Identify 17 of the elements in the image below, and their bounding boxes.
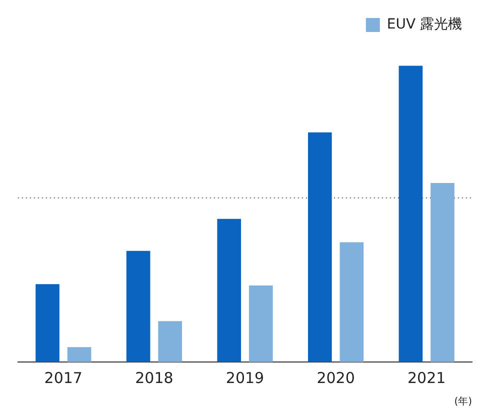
- x-axis-title: (年): [454, 396, 472, 408]
- bar: [67, 347, 92, 362]
- bar: [398, 66, 423, 362]
- bar: [430, 183, 454, 362]
- x-tick-label: 2018: [135, 368, 174, 387]
- legend-label: EUV 露光機: [386, 16, 462, 33]
- x-tick-label: 2017: [44, 368, 82, 387]
- bar: [340, 242, 364, 362]
- bar: [126, 250, 150, 362]
- bar: [158, 321, 182, 362]
- bar: [308, 132, 332, 362]
- bar: [36, 284, 60, 362]
- x-tick-label: 2019: [226, 368, 264, 387]
- x-tick-label: 2021: [408, 368, 446, 387]
- bar: [217, 218, 242, 362]
- x-tick-label: 2020: [316, 368, 355, 387]
- bar: [248, 286, 273, 362]
